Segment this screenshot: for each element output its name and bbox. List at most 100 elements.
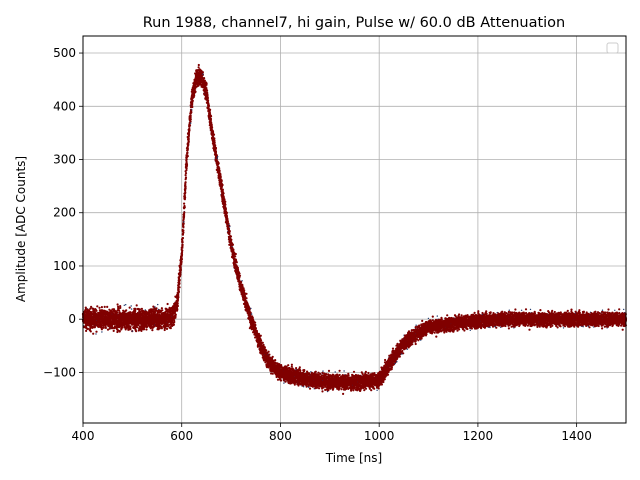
data-point xyxy=(145,328,148,331)
data-point xyxy=(245,297,248,300)
data-point xyxy=(218,169,221,172)
data-point xyxy=(213,137,216,140)
data-point xyxy=(308,387,312,390)
data-point xyxy=(166,302,169,306)
data-point xyxy=(181,243,184,246)
data-point xyxy=(279,379,283,382)
data-point xyxy=(213,141,216,144)
data-point xyxy=(190,111,193,114)
data-point xyxy=(178,286,181,289)
data-point xyxy=(238,274,242,277)
data-point xyxy=(183,206,186,209)
data-point xyxy=(92,332,95,335)
data-point xyxy=(169,327,172,330)
data-point xyxy=(305,385,308,388)
data-point xyxy=(183,221,185,223)
data-point xyxy=(181,236,184,240)
data-point xyxy=(180,258,183,261)
data-point xyxy=(295,367,298,370)
data-point xyxy=(234,255,237,258)
data-point xyxy=(183,194,186,197)
data-point xyxy=(186,151,189,154)
data-point xyxy=(224,200,227,203)
data-point xyxy=(217,156,219,158)
data-point xyxy=(119,305,122,308)
data-point xyxy=(131,330,133,332)
data-point xyxy=(189,118,192,121)
data-point xyxy=(186,148,189,151)
data-point xyxy=(234,252,237,256)
data-point xyxy=(95,330,98,333)
data-point xyxy=(145,325,148,328)
data-point xyxy=(174,313,177,316)
data-point xyxy=(184,185,187,188)
data-point xyxy=(254,323,257,327)
data-point xyxy=(184,196,187,199)
data-point xyxy=(259,339,263,342)
data-point xyxy=(189,114,192,117)
data-point xyxy=(153,311,157,314)
data-point xyxy=(135,304,138,307)
data-point xyxy=(161,309,164,312)
data-point xyxy=(129,325,132,328)
data-point xyxy=(214,146,217,149)
data-point xyxy=(184,172,188,175)
data-point xyxy=(178,279,181,282)
data-point xyxy=(135,330,138,333)
data-point xyxy=(222,192,225,195)
data-point xyxy=(206,89,209,92)
data-point xyxy=(179,265,182,268)
data-point xyxy=(100,326,103,329)
data-point xyxy=(121,326,124,329)
data-point xyxy=(230,238,233,241)
data-point xyxy=(254,321,257,324)
data-point xyxy=(130,305,132,307)
data-point xyxy=(183,202,186,205)
data-point xyxy=(134,310,137,313)
data-points xyxy=(81,63,628,395)
data-point xyxy=(221,183,224,187)
data-point xyxy=(178,282,181,285)
data-point xyxy=(179,268,182,271)
data-point xyxy=(181,249,184,252)
data-point xyxy=(221,188,224,191)
data-point xyxy=(85,329,88,332)
data-point xyxy=(160,307,163,310)
data-point xyxy=(118,309,121,312)
data-point xyxy=(191,99,194,102)
data-point xyxy=(290,365,293,368)
data-point xyxy=(128,306,131,309)
data-point xyxy=(318,387,321,390)
data-point xyxy=(163,326,167,330)
data-point xyxy=(244,295,247,298)
data-point xyxy=(151,329,154,332)
data-point xyxy=(207,99,210,102)
data-point xyxy=(188,124,192,127)
data-point xyxy=(217,162,220,165)
data-point xyxy=(229,235,233,238)
data-point xyxy=(193,94,196,97)
data-point xyxy=(201,71,204,74)
data-point xyxy=(173,320,176,324)
data-point xyxy=(303,386,305,388)
data-point xyxy=(123,304,126,306)
data-point xyxy=(210,121,213,124)
data-point xyxy=(143,328,146,331)
data-point xyxy=(90,305,93,308)
data-point xyxy=(209,108,212,111)
data-point xyxy=(229,225,231,228)
data-point xyxy=(160,327,163,330)
data-point xyxy=(245,292,248,295)
data-point xyxy=(158,327,161,330)
data-point xyxy=(263,346,266,349)
data-point xyxy=(176,304,179,308)
data-point xyxy=(181,241,184,244)
data-point xyxy=(303,369,306,372)
data-point xyxy=(106,305,109,308)
data-point xyxy=(180,260,183,263)
data-point xyxy=(298,366,301,369)
data-point xyxy=(308,386,310,388)
data-point xyxy=(212,133,216,136)
data-point xyxy=(116,311,119,314)
